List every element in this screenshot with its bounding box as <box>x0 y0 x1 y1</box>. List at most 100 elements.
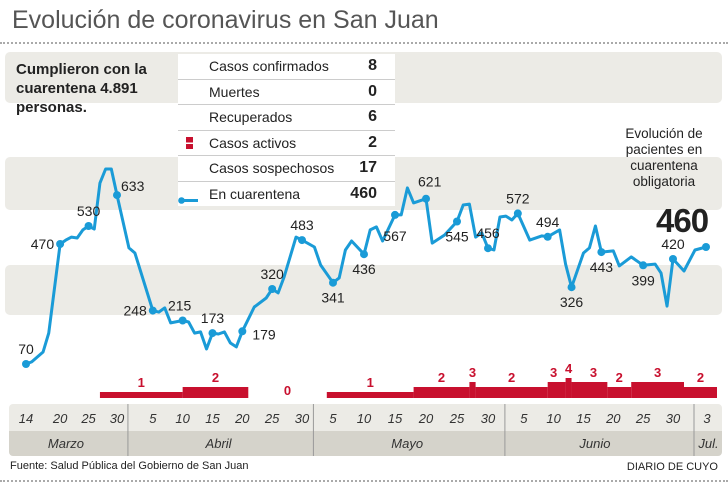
month-label: Mayo <box>391 436 423 451</box>
quarantine-line <box>25 167 707 366</box>
x-tick-label: 10 <box>357 411 372 426</box>
current-value: 460 <box>656 202 709 239</box>
stat-label: Casos sospechosos <box>209 160 335 177</box>
active-cases-bar <box>565 378 572 398</box>
data-label: 494 <box>536 214 560 230</box>
data-point <box>208 329 217 338</box>
stats-row: Casos activos 2 <box>178 131 395 156</box>
data-point <box>360 250 368 259</box>
data-point <box>567 283 576 292</box>
month-label: Marzo <box>48 436 84 451</box>
x-tick-label: 20 <box>52 411 68 426</box>
active-cases-label: 2 <box>212 370 219 385</box>
data-label: 70 <box>18 341 34 357</box>
x-tick-label: 15 <box>205 411 220 426</box>
x-tick-label: 25 <box>635 411 651 426</box>
active-cases-bar <box>326 392 414 398</box>
active-cases-bar <box>631 382 684 398</box>
stats-row: Casos confirmados 8 <box>178 54 395 80</box>
active-cases-label: 3 <box>469 365 476 380</box>
stat-value: 17 <box>359 159 377 177</box>
stat-label: Casos activos <box>209 134 297 151</box>
source-text: Fuente: Salud Pública del Gobierno de Sa… <box>10 460 249 472</box>
data-label: 633 <box>121 178 145 194</box>
data-point <box>543 232 552 241</box>
active-cases-bar <box>475 387 548 398</box>
stats-row: Recuperados 6 <box>178 105 395 131</box>
data-point <box>391 210 399 219</box>
stat-label: Muertes <box>209 83 260 100</box>
active-cases-label: 2 <box>438 370 445 385</box>
x-tick-label: 3 <box>703 411 711 426</box>
data-label: 470 <box>31 236 55 252</box>
x-tick-label: 30 <box>110 411 125 426</box>
stats-row: Casos sospechosos 17 <box>178 156 395 182</box>
data-point <box>148 306 157 315</box>
active-cases-bar <box>413 387 470 398</box>
data-label: 179 <box>252 326 276 342</box>
active-cases-label: 3 <box>590 365 597 380</box>
quarantine-note: Cumplieron con la cuarentena 4.891 perso… <box>16 61 147 116</box>
data-point <box>238 327 247 336</box>
active-cases-label: 2 <box>697 370 704 385</box>
data-point <box>597 248 606 257</box>
stat-value: 460 <box>350 184 377 202</box>
active-cases-label: 3 <box>550 365 557 380</box>
data-label: 621 <box>418 174 442 190</box>
active-cases-bar <box>469 382 476 398</box>
active-cases-label: 4 <box>565 361 573 376</box>
blue-line-dot-icon <box>178 191 200 204</box>
data-point <box>639 261 648 270</box>
data-point <box>113 191 121 200</box>
active-cases-label: 0 <box>284 383 291 398</box>
data-label: 326 <box>560 294 584 310</box>
data-point <box>22 360 30 368</box>
stat-value: 8 <box>368 57 377 75</box>
stat-value: 0 <box>368 82 377 100</box>
data-label: 173 <box>201 310 225 326</box>
top-divider <box>0 42 728 44</box>
data-point <box>178 316 187 325</box>
x-tick-label: 30 <box>481 411 496 426</box>
data-point <box>422 194 430 203</box>
x-tick-label: 14 <box>19 411 33 426</box>
data-label: 545 <box>445 229 469 245</box>
x-tick-label: 20 <box>418 411 434 426</box>
x-tick-label: 5 <box>149 411 157 426</box>
x-tick-label: 25 <box>264 411 280 426</box>
data-label: 420 <box>661 236 685 252</box>
active-cases-bar <box>571 382 608 398</box>
active-cases-label: 3 <box>654 365 661 380</box>
stats-row: En cuarentena 460 <box>178 182 395 207</box>
stat-label: Casos confirmados <box>209 58 329 75</box>
data-point <box>669 255 677 263</box>
x-tick-label: 5 <box>520 411 528 426</box>
page-title: Evolución de coronavirus en San Juan <box>12 6 439 34</box>
data-point <box>329 278 337 287</box>
active-cases-bar <box>607 387 632 398</box>
data-label: 456 <box>476 225 500 241</box>
active-cases-label: 2 <box>508 370 515 385</box>
data-label: 567 <box>383 228 407 244</box>
data-label: 436 <box>352 261 376 277</box>
data-point <box>453 217 461 226</box>
data-label: 443 <box>590 259 614 275</box>
x-tick-label: 15 <box>388 411 403 426</box>
stat-label: En cuarentena <box>209 185 301 202</box>
active-cases-bar <box>99 392 183 398</box>
data-point <box>84 222 93 230</box>
data-label: 248 <box>123 303 147 319</box>
data-label: 215 <box>168 298 192 314</box>
red-bar-icon <box>186 136 193 149</box>
data-point <box>56 240 65 248</box>
data-point <box>268 285 277 293</box>
month-label: Jul. <box>697 436 718 451</box>
active-cases-bar <box>182 387 249 398</box>
x-tick-label: 10 <box>175 411 190 426</box>
active-cases-label: 2 <box>616 370 623 385</box>
x-tick-label: 20 <box>234 411 250 426</box>
x-tick-label: 25 <box>80 411 96 426</box>
data-point <box>513 209 522 218</box>
data-point <box>702 243 710 251</box>
